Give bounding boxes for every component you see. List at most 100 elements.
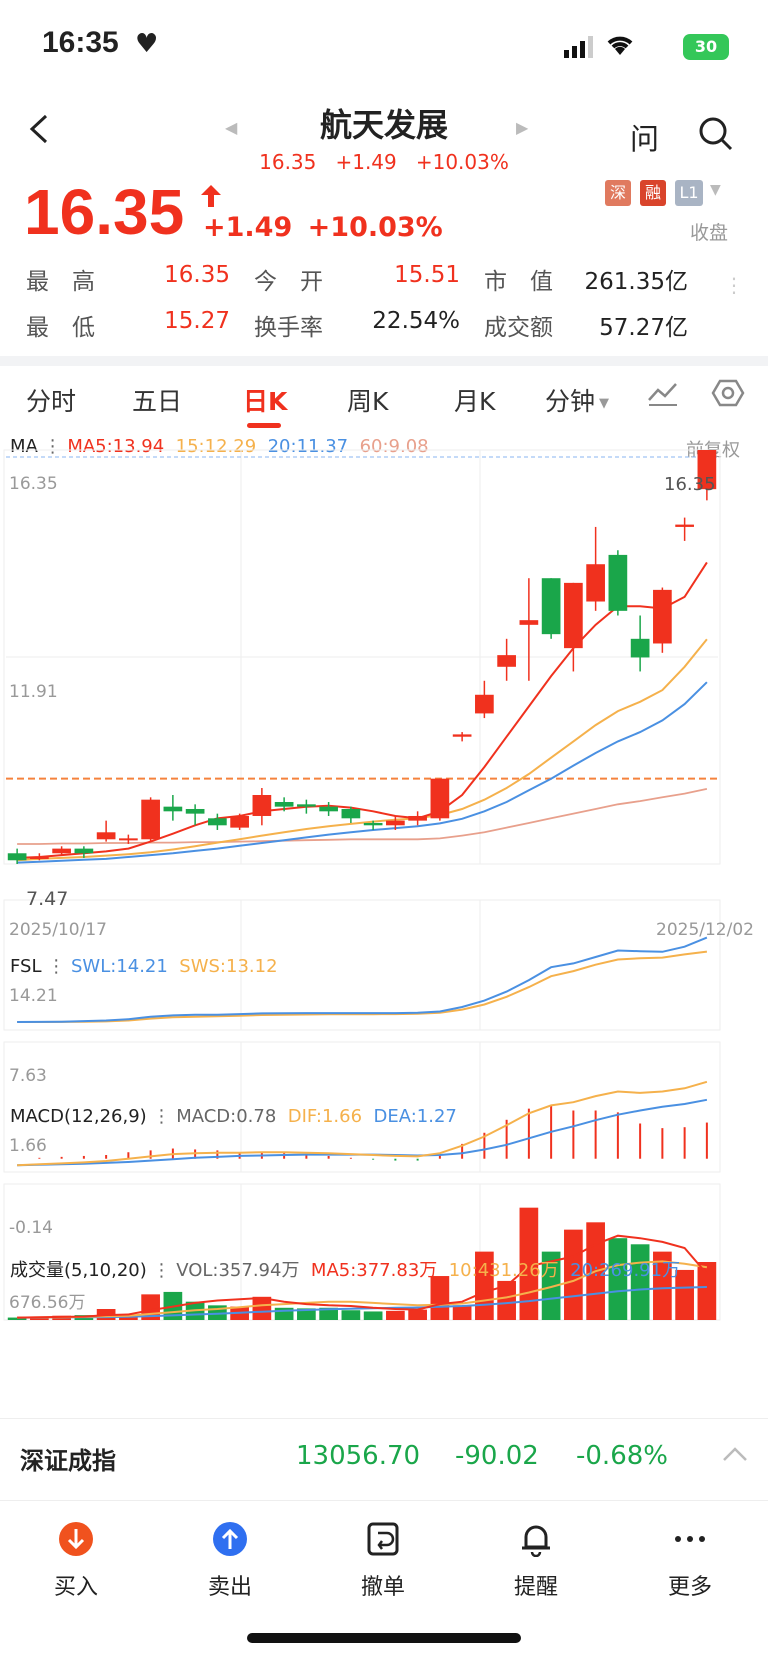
volume-axis-top: 676.56万	[9, 1293, 86, 1313]
volume-bar	[341, 1310, 361, 1320]
signal-icon	[564, 36, 594, 62]
volume-bar	[386, 1310, 405, 1320]
macd-axis-top: 1.66	[9, 1136, 47, 1156]
candle-body	[52, 848, 71, 854]
prev-stock-icon[interactable]: ◀	[225, 118, 238, 137]
candle-body	[430, 778, 450, 819]
nav-alert-label: 提醒	[513, 1575, 558, 1600]
dif-line	[17, 1080, 708, 1167]
candle-body	[319, 806, 338, 812]
ask-button[interactable]: 问	[630, 122, 660, 156]
chevron-up-icon[interactable]	[722, 1445, 748, 1467]
stat-value-turnover: 22.54%	[372, 308, 460, 334]
price-axis-mid: 11.91	[9, 682, 58, 702]
chevron-down-icon[interactable]: ▼	[710, 182, 721, 198]
candle-body	[252, 795, 272, 816]
volume-bar	[497, 1280, 516, 1320]
candle-body	[119, 838, 138, 841]
sws-line	[17, 950, 708, 1023]
search-icon[interactable]	[698, 116, 734, 156]
macd-legend[interactable]: MACD(12,26,9) ⋮ MACD:0.78 DIF:1.66 DEA:1…	[10, 1106, 457, 1127]
fsl-axis-bottom: 7.63	[9, 1066, 47, 1086]
stat-value-amount: 57.27亿	[599, 315, 688, 341]
sws-value: SWS:13.12	[179, 956, 278, 977]
ma20-value: 20:11.37	[267, 436, 349, 457]
nav-alert[interactable]: 提醒	[486, 1521, 586, 1601]
tab-minutes-label: 分钟	[545, 387, 596, 416]
candle-body	[653, 589, 672, 644]
current-price: 16.35	[24, 176, 185, 248]
next-stock-icon[interactable]: ▶	[516, 118, 529, 137]
candle-body	[74, 848, 94, 854]
stat-label-open: 今 开	[254, 269, 323, 295]
candle-body	[363, 822, 383, 826]
last-price-label: 16.35	[664, 474, 716, 495]
macd-value: MACD:0.78	[176, 1106, 277, 1127]
nav-cancel-label: 撤单	[360, 1575, 405, 1600]
heart-icon: ♥	[135, 29, 159, 59]
buy-icon	[59, 1522, 93, 1556]
tab-minute[interactable]: 分时	[26, 387, 77, 416]
up-arrow-icon	[201, 185, 221, 211]
header-change: +1.49	[335, 150, 397, 174]
tab-five-day[interactable]: 五日	[132, 387, 183, 416]
settings-icon[interactable]	[711, 378, 745, 414]
candle-body	[586, 564, 605, 602]
vol-ma10-line	[17, 1260, 708, 1319]
nav-sell-label: 卖出	[207, 1575, 252, 1600]
volume-bar	[119, 1316, 138, 1320]
price-axis-low: 7.47	[26, 888, 69, 910]
volume-bar	[252, 1296, 272, 1320]
volume-bar	[363, 1311, 383, 1320]
nav-buy-label: 买入	[53, 1575, 98, 1600]
ma60-line	[17, 788, 708, 845]
macd-pane-frame	[3, 1041, 721, 1173]
nav-cancel[interactable]: 撤单	[333, 1521, 433, 1601]
change-pct: +10.03%	[307, 212, 443, 243]
candle-body	[141, 799, 160, 840]
tab-weekly-k[interactable]: 周K	[347, 387, 389, 416]
stat-label-amount: 成交额	[484, 315, 553, 341]
kline-chart[interactable]	[0, 420, 768, 1380]
index-pct: -0.68%	[576, 1441, 668, 1471]
tab-minutes[interactable]: 分钟 ▼	[545, 382, 609, 418]
stat-label-turnover: 换手率	[254, 315, 323, 341]
candle-body	[297, 804, 316, 807]
vol-ma10-value: 10:431.26万	[448, 1260, 559, 1281]
nav-more[interactable]: 更多	[640, 1521, 740, 1601]
nav-buy[interactable]: 买入	[26, 1521, 126, 1601]
ma15-line	[17, 638, 708, 862]
tab-monthly-k[interactable]: 月K	[454, 387, 496, 416]
draw-line-icon[interactable]	[646, 378, 680, 414]
more-stats-icon[interactable]: ⋮	[724, 273, 744, 297]
price-axis-high: 16.35	[9, 474, 58, 494]
fsl-pane-frame	[3, 899, 721, 1031]
l1-tag[interactable]: L1	[675, 180, 703, 206]
price-pane-frame	[3, 449, 721, 865]
ma5-line	[17, 561, 708, 859]
nav-sell[interactable]: 卖出	[180, 1521, 280, 1601]
candle-body	[185, 808, 205, 814]
fsl-legend[interactable]: FSL ⋮ SWL:14.21 SWS:13.12	[10, 956, 278, 977]
caret-down-icon: ▼	[599, 395, 610, 411]
sell-icon	[213, 1522, 247, 1556]
volume-name: 成交量(5,10,20)	[10, 1260, 147, 1281]
index-change: -90.02	[455, 1441, 539, 1471]
margin-tag: 融	[640, 180, 666, 206]
ma15-value: 15:12.29	[175, 436, 257, 457]
tab-daily-k[interactable]: 日K	[243, 387, 288, 416]
ma-legend-name: MA	[10, 436, 38, 457]
ma-legend[interactable]: MA ⋮ MA5:13.94 15:12.29 20:11.37 60:9.08	[10, 436, 429, 457]
candle-body	[697, 450, 717, 490]
index-bar[interactable]: 深证成指 13056.70 -90.02 -0.68%	[0, 1418, 768, 1498]
candle-body	[30, 857, 49, 860]
volume-bar	[297, 1308, 316, 1320]
battery-icon: 30	[683, 34, 729, 60]
dea-value: DEA:1.27	[373, 1106, 457, 1127]
candle-body	[675, 524, 694, 527]
candle-body	[208, 818, 227, 826]
volume-legend[interactable]: 成交量(5,10,20) ⋮ VOL:357.94万 MA5:377.83万 1…	[10, 1256, 680, 1282]
volume-bar	[697, 1262, 717, 1320]
back-button[interactable]	[26, 112, 52, 150]
candle-body	[497, 655, 516, 667]
